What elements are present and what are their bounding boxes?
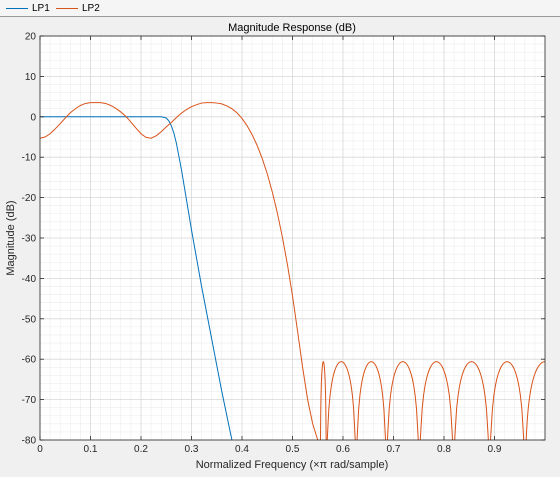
y-tick-label: 20 <box>25 32 37 43</box>
x-tick-label: 0.3 <box>185 444 199 455</box>
legend-swatch-lp1 <box>6 7 28 9</box>
x-tick-label: 0.9 <box>488 444 502 455</box>
y-tick-label: -60 <box>22 355 37 366</box>
y-tick-label: 0 <box>30 112 36 123</box>
y-tick-label: -80 <box>22 436 37 447</box>
x-axis-label: Normalized Frequency (×π rad/sample) <box>196 459 389 471</box>
tick-layer: 0 0.1 0.2 0.3 0.4 0.5 0.6 0.7 0.8 0.9 -80 -70 -60 -50… <box>22 32 545 455</box>
y-tick-label: -30 <box>22 234 37 245</box>
legend-label-lp1: LP1 <box>32 2 50 14</box>
x-tick-label: 0.5 <box>286 444 300 455</box>
x-tick-label: 0.7 <box>387 444 401 455</box>
chart-title: Magnitude Response (dB) <box>228 22 356 34</box>
legend-item-lp2[interactable]: LP2 <box>56 2 100 14</box>
x-tick-label: 0.1 <box>84 444 98 455</box>
x-tick-label: 0.2 <box>134 444 148 455</box>
legend-swatch-lp2 <box>56 7 78 9</box>
y-tick-label: -10 <box>22 153 37 164</box>
x-tick-label: 0 <box>37 444 43 455</box>
series-line-lp2-stopband <box>319 360 545 440</box>
y-axis-label: Magnitude (dB) <box>5 200 17 275</box>
series-line-lp1 <box>40 116 233 440</box>
y-tick-label: -70 <box>22 395 37 406</box>
legend-item-lp1[interactable]: LP1 <box>6 2 50 14</box>
y-tick-label: -20 <box>22 193 37 204</box>
legend-label-lp2: LP2 <box>82 2 100 14</box>
x-tick-label: 0.4 <box>235 444 249 455</box>
x-tick-label: 0.8 <box>437 444 451 455</box>
y-tick-label: 10 <box>25 72 37 83</box>
legend: LP1 LP2 <box>0 0 560 17</box>
y-tick-label: -50 <box>22 314 37 325</box>
magnitude-response-chart: 0 0.1 0.2 0.3 0.4 0.5 0.6 0.7 0.8 0.9 -80 -70 -60 -50… <box>5 22 546 471</box>
series-line-lp2 <box>40 102 319 440</box>
y-tick-label: -40 <box>22 274 37 285</box>
series-layer <box>40 102 545 440</box>
x-tick-label: 0.6 <box>336 444 350 455</box>
